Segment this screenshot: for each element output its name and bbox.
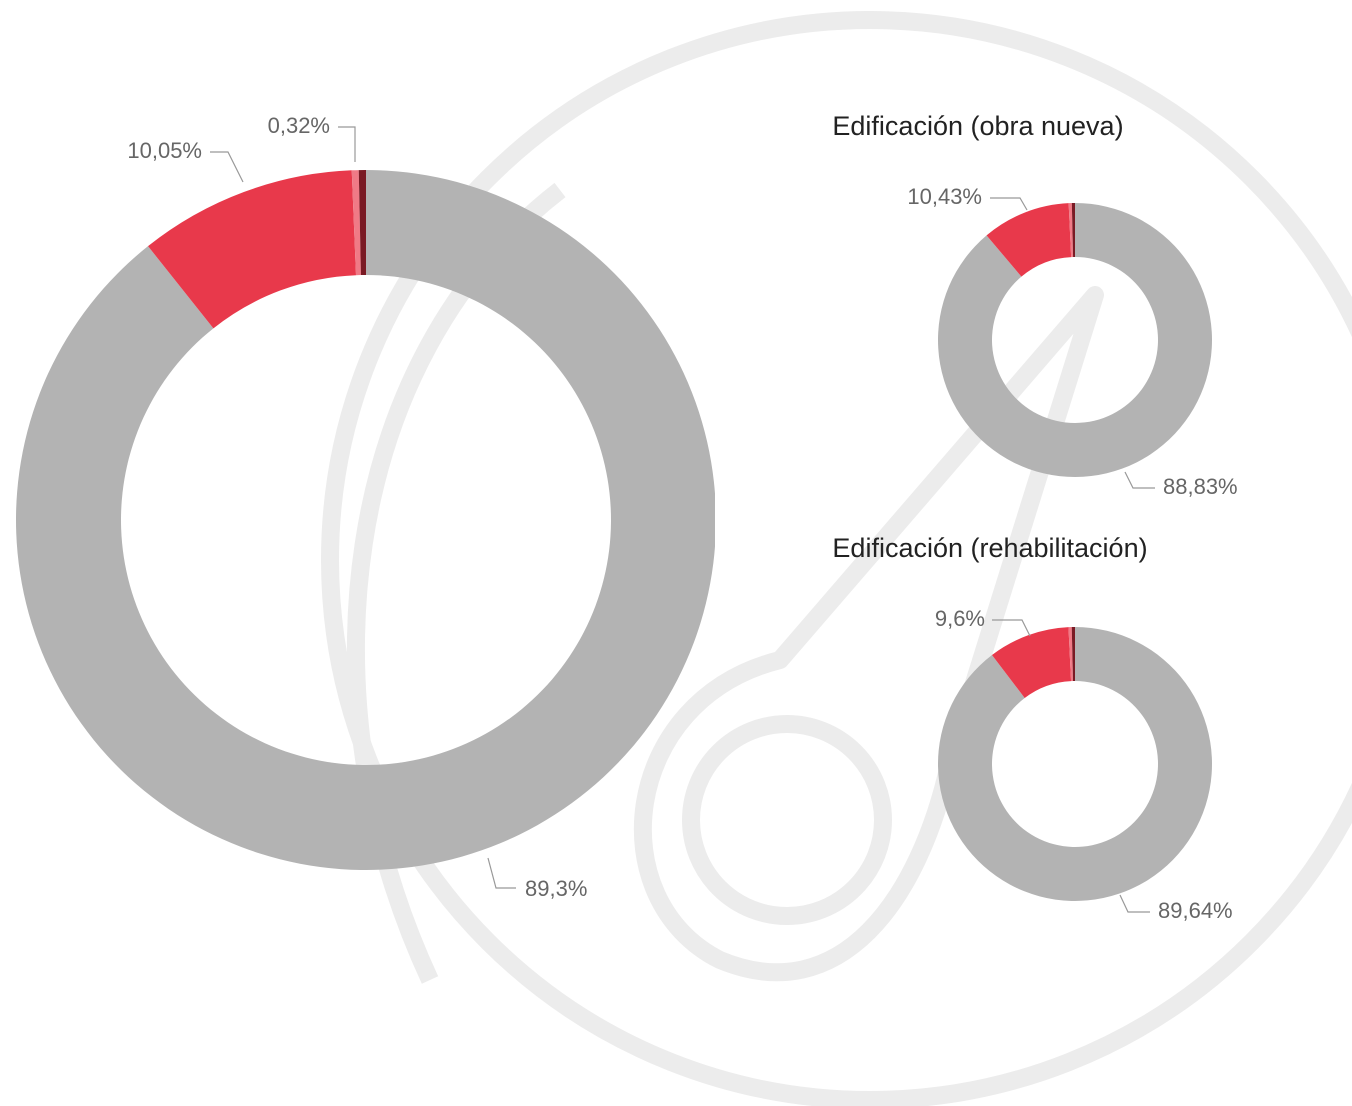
- leader-line: [487, 857, 516, 889]
- slice: [1071, 203, 1075, 258]
- leader-line: [338, 126, 356, 162]
- leader-line: [1124, 471, 1155, 489]
- data-label: 10,43%: [907, 184, 982, 209]
- leader-line: [992, 619, 1031, 637]
- data-label: 10,05%: [127, 138, 202, 163]
- leader-line: [990, 197, 1028, 211]
- donut-chart: [937, 203, 1212, 477]
- slice: [991, 627, 1072, 698]
- slice: [148, 170, 356, 329]
- charts: 89,3% 10,05% 0,32% 88,83% 10,43% Edificación …: [16, 111, 1238, 923]
- slice: [937, 627, 1212, 902]
- slice: [1068, 627, 1074, 682]
- donut-chart: [937, 627, 1212, 902]
- slice: [937, 203, 1212, 477]
- data-label: 9,6%: [935, 606, 985, 631]
- slice: [1068, 203, 1074, 258]
- donut-chart: [16, 170, 715, 870]
- data-label: 89,64%: [1158, 898, 1233, 923]
- chart-title: Edificación (rehabilitación): [832, 533, 1147, 563]
- leader-line: [210, 151, 244, 183]
- leader-line: [1119, 894, 1150, 913]
- data-label: 89,3%: [525, 876, 587, 901]
- slice: [358, 170, 366, 276]
- slice: [1071, 627, 1075, 682]
- data-label: 88,83%: [1163, 474, 1238, 499]
- slice: [986, 203, 1072, 277]
- chart-title: Edificación (obra nueva): [832, 111, 1123, 141]
- slice: [351, 170, 361, 276]
- data-label: 0,32%: [268, 113, 330, 138]
- slice: [16, 170, 715, 870]
